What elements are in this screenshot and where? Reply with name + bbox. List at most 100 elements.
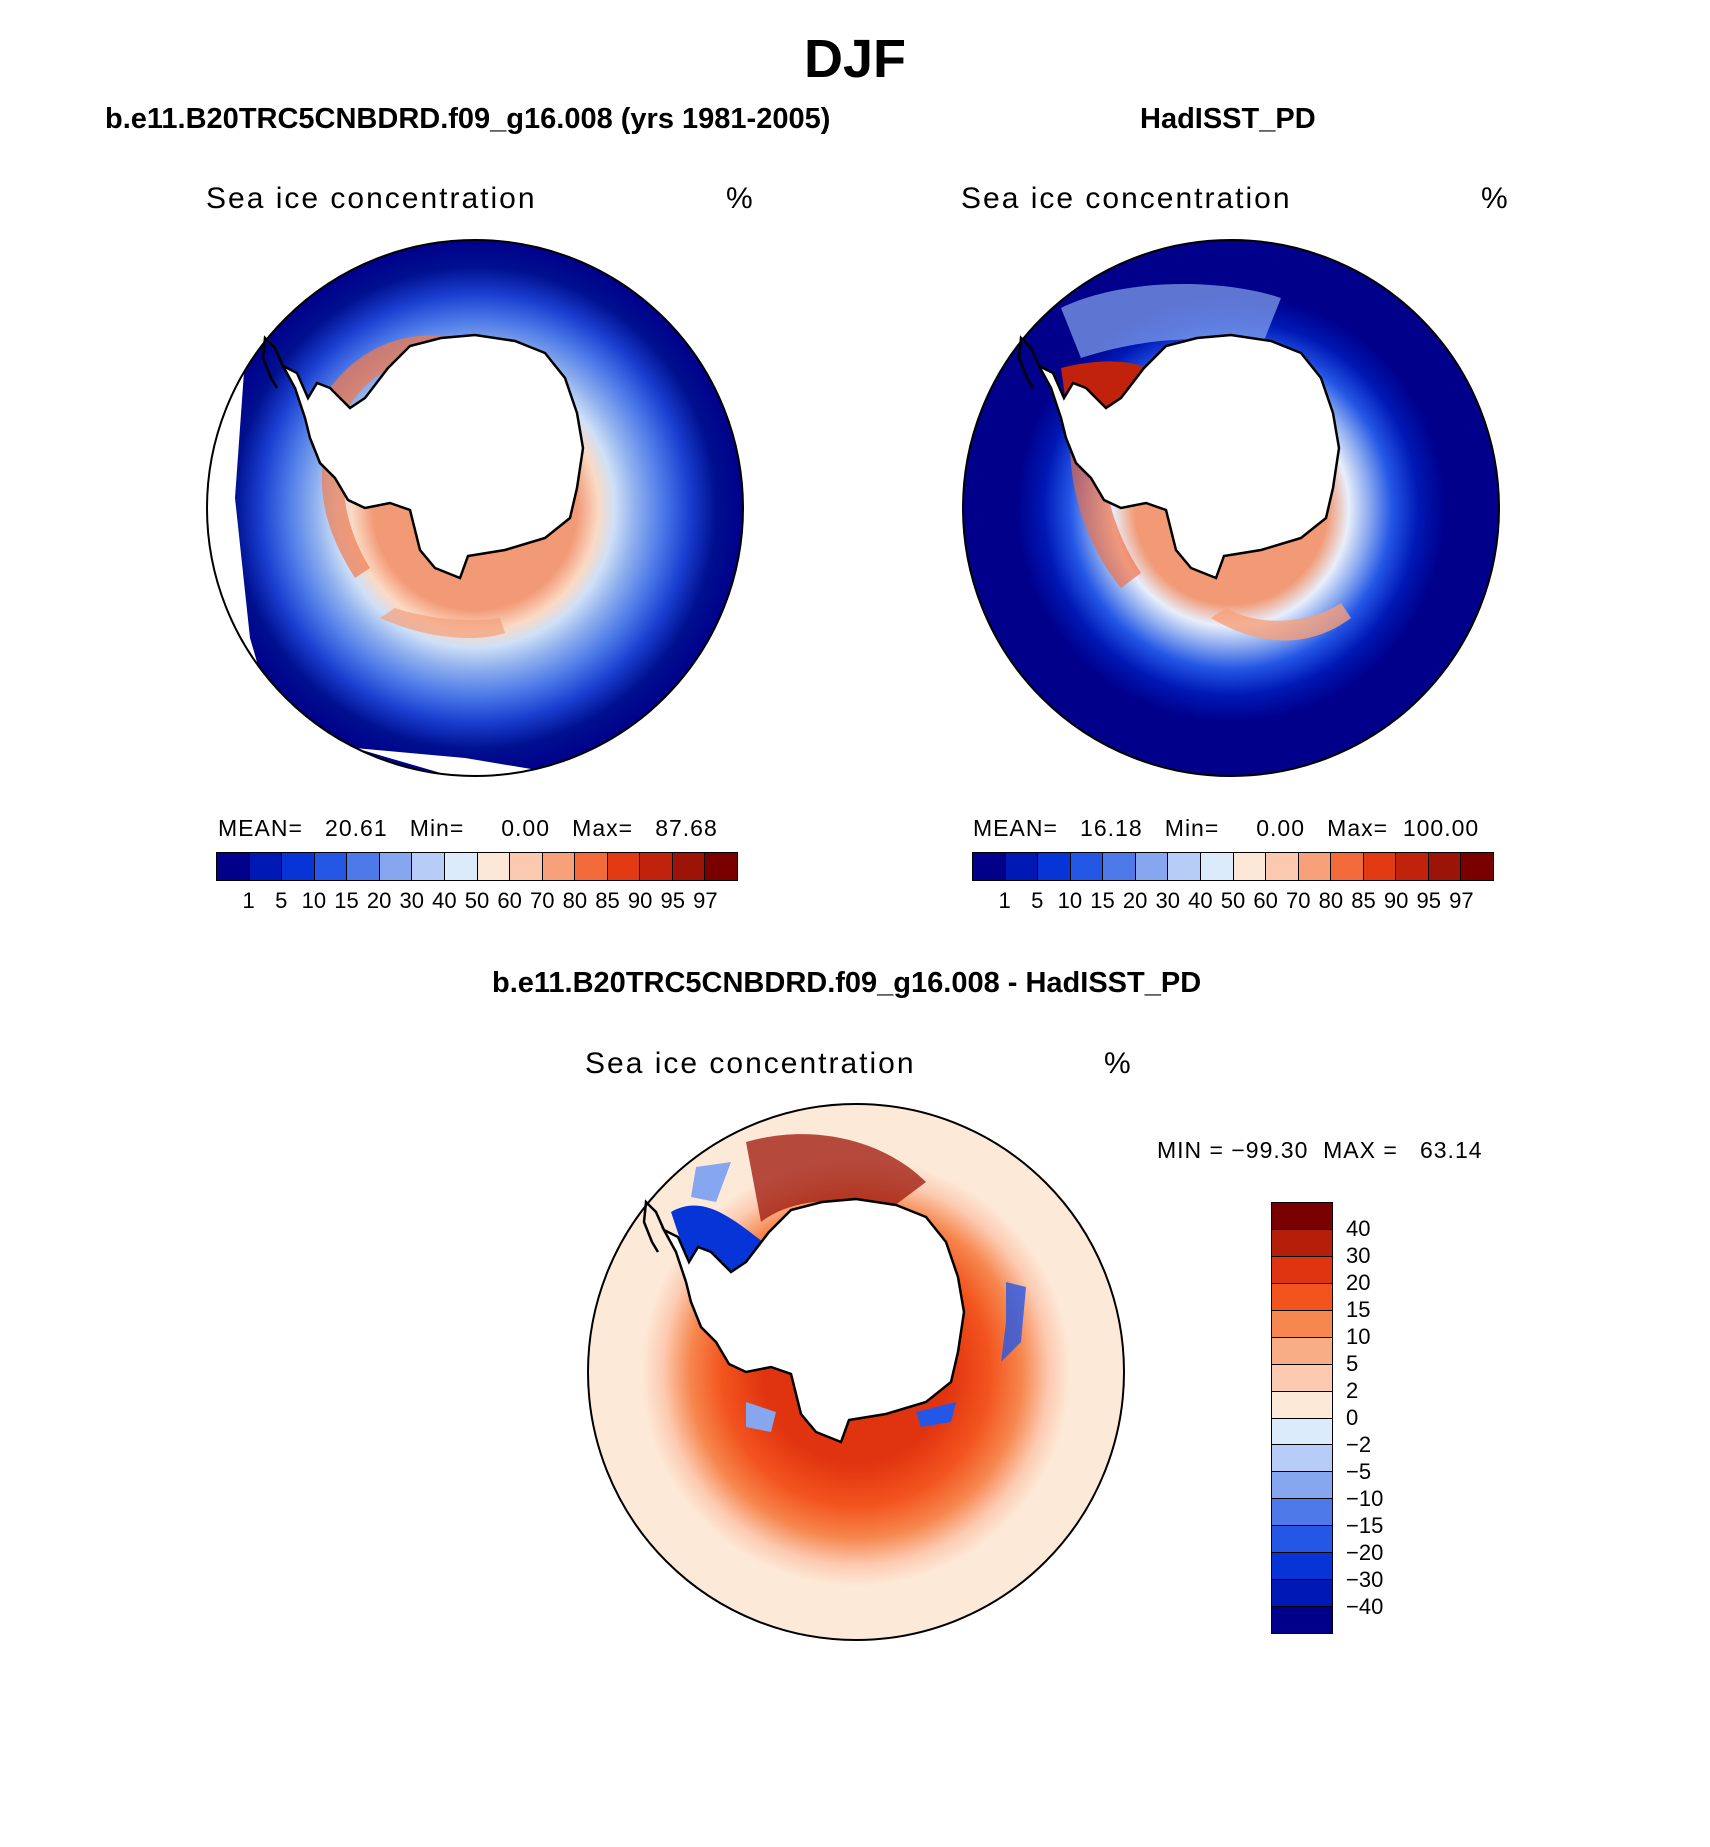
panel-1-colorbar-swatch — [607, 853, 641, 880]
diff-colorbar-tick-label: −20 — [1346, 1540, 1384, 1565]
panel-1-colorbar-tick-label: 85 — [595, 888, 620, 913]
panel-2-colorbar-tick-label: 15 — [1090, 888, 1115, 913]
panel-1-variable-title: Sea ice concentration — [206, 182, 537, 215]
panel-2-colorbar-tick-label: 30 — [1155, 888, 1180, 913]
panel-2-colorbar — [972, 852, 1494, 881]
panel-1-colorbar-swatch — [542, 853, 576, 880]
map-boundary-circle — [587, 1103, 1125, 1641]
panel-1-colorbar-swatch — [217, 853, 250, 880]
diff-colorbar-tick-label: 5 — [1346, 1351, 1359, 1376]
panel-1-colorbar-tick-label: 95 — [660, 888, 685, 913]
diff-colorbar-swatch — [1272, 1445, 1332, 1473]
panel-2-colorbar-swatch — [973, 853, 1006, 880]
panel-1-stats: MEAN= 20.61 Min= 0.00 Max= 87.68 — [218, 815, 718, 841]
diff-colorbar-swatch — [1272, 1580, 1332, 1608]
panel-1-colorbar-tick-label: 97 — [693, 888, 718, 913]
diff-colorbar-swatch — [1272, 1203, 1332, 1230]
diff-colorbar-swatch — [1272, 1256, 1332, 1284]
panel-1-colorbar-tick-label: 20 — [366, 888, 392, 913]
panel-2-colorbar-swatch — [1070, 853, 1104, 880]
diff-colorbar-swatch — [1272, 1310, 1332, 1338]
panel-2-stats: MEAN= 16.18 Min= 0.00 Max= 100.00 — [973, 815, 1480, 841]
panel-2-colorbar-tick-label: 50 — [1220, 888, 1246, 913]
panel-2-colorbar-swatch — [1200, 853, 1234, 880]
panel-1-colorbar-swatch — [347, 853, 380, 880]
map-boundary-circle — [206, 239, 744, 777]
panel-1-colorbar-tick-label: 15 — [334, 888, 359, 913]
diff-colorbar-swatch — [1272, 1553, 1332, 1581]
panel-1-colorbar-swatch — [314, 853, 348, 880]
diff-colorbar-tick-label: −40 — [1346, 1594, 1384, 1619]
panel-1-colorbar-tick-label: 70 — [530, 888, 555, 913]
panel-2-colorbar-swatch — [1428, 853, 1462, 880]
antarctica-landmass — [279, 333, 585, 580]
panel-2-colorbar-swatch — [1331, 853, 1364, 880]
panel-2-colorbar-swatch — [1363, 853, 1397, 880]
difference-sea-ice-map — [587, 1103, 1125, 1641]
panel-1-colorbar-swatch — [510, 853, 543, 880]
diff-colorbar-swatch — [1272, 1229, 1332, 1257]
panel-2-colorbar-tick-label: 80 — [1318, 888, 1344, 913]
diff-panel-units: % — [1104, 1047, 1133, 1080]
panel-1-colorbar-tick-label: 40 — [432, 888, 457, 913]
panel-2-colorbar-tick-label: 10 — [1057, 888, 1083, 913]
page-title: DJF — [803, 29, 906, 89]
panel-1-colorbar-tick-label: 90 — [627, 888, 653, 913]
panel-2-colorbar-swatch — [1298, 853, 1332, 880]
diff-minmax: MIN = −99.30 MAX = 63.14 — [1157, 1137, 1483, 1163]
panel-2-colorbar-swatch — [1233, 853, 1267, 880]
panel-2-colorbar-tick-label: 60 — [1253, 888, 1278, 913]
panel-1-colorbar-tick-label: 60 — [497, 888, 522, 913]
panel-1-colorbar-tick-label: 10 — [301, 888, 327, 913]
panel-1-colorbar-swatch — [444, 853, 478, 880]
observed-sea-ice-map — [962, 239, 1500, 777]
difference-colorbar — [1271, 1202, 1333, 1634]
diff-colorbar-swatch — [1272, 1364, 1332, 1392]
panel-1-colorbar-swatch — [379, 853, 413, 880]
diff-colorbar-swatch — [1272, 1472, 1332, 1500]
difference-subtitle: b.e11.B20TRC5CNBDRD.f09_g16.008 - HadISS… — [492, 967, 1202, 999]
panel-1-colorbar-tick-label: 30 — [399, 888, 424, 913]
diff-colorbar-swatch — [1272, 1499, 1332, 1527]
panel-1-colorbar-swatch — [705, 853, 737, 880]
diff-colorbar-tick-label: 10 — [1346, 1324, 1371, 1349]
panel-2-colorbar-tick-label: 40 — [1188, 888, 1213, 913]
panel-1-colorbar-tick-label: 5 — [275, 888, 288, 913]
panel-2-colorbar-tick-label: 1 — [998, 888, 1011, 913]
panel-1-colorbar-tick-label: 80 — [562, 888, 588, 913]
left-panel-subtitle: b.e11.B20TRC5CNBDRD.f09_g16.008 (yrs 198… — [105, 103, 831, 135]
diff-panel-variable-title: Sea ice concentration — [585, 1047, 916, 1080]
panel-2-colorbar-swatch — [1461, 853, 1493, 880]
panel-2-colorbar-tick-label: 70 — [1286, 888, 1311, 913]
panel-2-colorbar-swatch — [1266, 853, 1299, 880]
panel-1-colorbar-swatch — [477, 853, 511, 880]
antarctica-landmass — [660, 1197, 966, 1444]
diff-colorbar-swatch — [1272, 1337, 1332, 1365]
diff-colorbar-tick-label: 2 — [1346, 1378, 1359, 1403]
diff-colorbar-tick-label: 40 — [1346, 1216, 1371, 1241]
panel-2-colorbar-swatch — [1396, 853, 1429, 880]
panel-2-colorbar-tick-label: 85 — [1351, 888, 1376, 913]
diff-colorbar-tick-label: −2 — [1346, 1432, 1372, 1457]
diff-colorbar-tick-label: −30 — [1346, 1567, 1384, 1592]
diff-colorbar-tick-label: 30 — [1346, 1243, 1371, 1268]
panel-1-colorbar-swatch — [575, 853, 608, 880]
diff-colorbar-swatch — [1272, 1607, 1332, 1633]
panel-1-colorbar — [216, 852, 738, 881]
panel-2-variable-title: Sea ice concentration — [961, 182, 1292, 215]
panel-2-colorbar-tick-label: 90 — [1383, 888, 1409, 913]
panel-2-colorbar-swatch — [1038, 853, 1071, 880]
panel-2-colorbar-swatch — [1005, 853, 1039, 880]
diff-colorbar-swatch — [1272, 1391, 1332, 1419]
panel-2-colorbar-swatch — [1103, 853, 1136, 880]
diff-colorbar-tick-label: −15 — [1346, 1513, 1384, 1538]
diff-colorbar-tick-label: 15 — [1346, 1297, 1371, 1322]
panel-2-colorbar-tick-label: 5 — [1031, 888, 1044, 913]
map-boundary-circle — [962, 239, 1500, 777]
panel-2-colorbar-tick-label: 97 — [1449, 888, 1474, 913]
model-sea-ice-map — [206, 239, 744, 777]
panel-1-colorbar-swatch — [672, 853, 706, 880]
panel-1-colorbar-tick-label: 1 — [242, 888, 255, 913]
antarctic-peninsula — [261, 335, 285, 389]
antarctic-peninsula — [642, 1199, 666, 1253]
